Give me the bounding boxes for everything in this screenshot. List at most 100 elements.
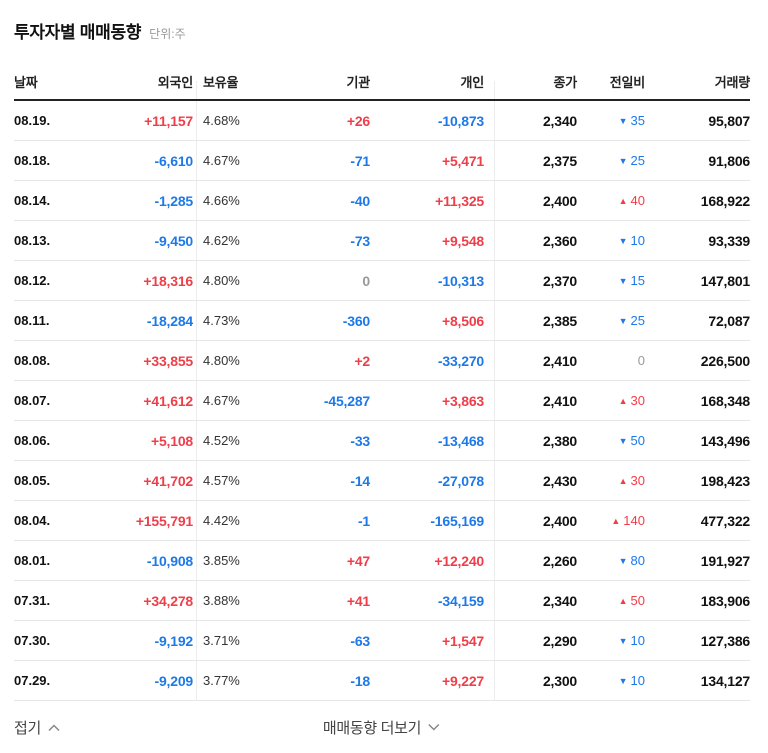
title-bar: 투자자별 매매동향 단위:주 — [0, 0, 768, 43]
institution-cell: -73 — [350, 232, 370, 249]
change-value: 40 — [630, 193, 645, 208]
institution-cell: +47 — [346, 552, 370, 569]
foreign-cell: +33,855 — [143, 352, 193, 369]
volume-cell: 168,922 — [700, 192, 750, 209]
header-date: 날짜 — [14, 74, 38, 90]
table-row: 08.11. -18,284 4.73% -360 +8,506 2,385 ▼… — [14, 301, 750, 341]
collapse-button-label: 접기 — [14, 719, 42, 737]
institution-cell: -18 — [350, 672, 370, 689]
table-row: 07.31. +34,278 3.88% +41 -34,159 2,340 ▲… — [14, 581, 750, 621]
change-arrow-icon: ▲ — [618, 396, 628, 406]
close-price-cell: 2,370 — [542, 272, 577, 289]
volume-cell: 91,806 — [708, 152, 750, 169]
header-volume: 거래량 — [714, 74, 750, 90]
change-cell: ▼ 10 — [577, 233, 645, 248]
individual-cell: -165,169 — [430, 512, 484, 529]
ratio-cell: 4.52% — [203, 433, 240, 448]
volume-cell: 147,801 — [700, 272, 750, 289]
volume-cell: 127,386 — [700, 632, 750, 649]
ratio-cell: 4.80% — [203, 273, 240, 288]
close-price-cell: 2,260 — [542, 552, 577, 569]
foreign-cell: +18,316 — [143, 272, 193, 289]
change-value: 10 — [630, 673, 645, 688]
change-cell: 0 — [577, 353, 645, 368]
close-price-cell: 2,400 — [542, 512, 577, 529]
foreign-cell: +34,278 — [143, 592, 193, 609]
ratio-cell: 4.73% — [203, 313, 240, 328]
ratio-cell: 3.77% — [203, 673, 240, 688]
institution-cell: -14 — [350, 472, 370, 489]
header-close: 종가 — [553, 74, 577, 90]
table-row: 08.14. -1,285 4.66% -40 +11,325 2,400 ▲ 4… — [14, 181, 750, 221]
close-price-cell: 2,380 — [542, 432, 577, 449]
ratio-cell: 3.88% — [203, 593, 240, 608]
volume-cell: 226,500 — [700, 352, 750, 369]
institution-cell: +26 — [346, 112, 370, 129]
change-value: 50 — [630, 433, 645, 448]
individual-cell: +8,506 — [441, 312, 484, 329]
change-cell: ▲ 50 — [577, 593, 645, 608]
ratio-cell: 3.85% — [203, 553, 240, 568]
volume-cell: 95,807 — [708, 112, 750, 129]
chevron-up-icon — [47, 719, 61, 736]
change-cell: ▼ 25 — [577, 153, 645, 168]
collapse-button[interactable]: 접기 — [14, 717, 61, 738]
volume-cell: 93,339 — [708, 232, 750, 249]
institution-cell: -63 — [350, 632, 370, 649]
individual-cell: -13,468 — [437, 432, 484, 449]
individual-cell: +5,471 — [441, 152, 484, 169]
close-price-cell: 2,400 — [542, 192, 577, 209]
change-arrow-icon: ▲ — [618, 476, 628, 486]
ratio-cell: 4.62% — [203, 233, 240, 248]
change-value: 80 — [630, 553, 645, 568]
header-individual: 개인 — [460, 74, 484, 90]
table-row: 08.18. -6,610 4.67% -71 +5,471 2,375 ▼ 25… — [14, 141, 750, 181]
change-value: 35 — [630, 113, 645, 128]
foreign-cell: +11,157 — [144, 112, 193, 129]
unit-label: 단위:주 — [149, 27, 186, 41]
ratio-cell: 4.68% — [203, 113, 240, 128]
header-change: 전일비 — [609, 74, 645, 90]
individual-cell: -33,270 — [437, 352, 484, 369]
header-institution: 기관 — [346, 74, 370, 90]
volume-cell: 191,927 — [700, 552, 750, 569]
change-value: 140 — [623, 513, 645, 528]
foreign-cell: -9,450 — [154, 232, 194, 249]
table-row: 07.29. -9,209 3.77% -18 +9,227 2,300 ▼ 10… — [14, 661, 750, 701]
institution-cell: -45,287 — [323, 392, 370, 409]
change-value: 50 — [630, 593, 645, 608]
date-cell: 07.30. — [14, 633, 51, 648]
table-body: 08.19. +11,157 4.68% +26 -10,873 2,340 ▼… — [14, 101, 750, 701]
institution-cell: -33 — [350, 432, 370, 449]
close-price-cell: 2,340 — [542, 112, 577, 129]
volume-cell: 183,906 — [700, 592, 750, 609]
more-trading-trends-button[interactable]: 매매동향 더보기 — [323, 717, 441, 738]
individual-cell: +9,227 — [441, 672, 484, 689]
change-value: 0 — [637, 353, 645, 368]
ratio-cell: 3.71% — [203, 633, 240, 648]
institution-cell: -71 — [350, 152, 370, 169]
change-cell: ▲ 30 — [577, 393, 645, 408]
institution-cell: -360 — [342, 312, 370, 329]
institution-cell: 0 — [362, 272, 370, 289]
change-cell: ▲ 140 — [577, 513, 645, 528]
change-arrow-icon: ▼ — [618, 236, 628, 246]
date-cell: 08.04. — [14, 513, 51, 528]
column-divider — [494, 81, 495, 701]
individual-cell: -34,159 — [437, 592, 484, 609]
date-cell: 07.31. — [14, 593, 51, 608]
ratio-cell: 4.57% — [203, 473, 240, 488]
change-cell: ▼ 10 — [577, 633, 645, 648]
close-price-cell: 2,385 — [542, 312, 577, 329]
individual-cell: +11,325 — [435, 192, 484, 209]
header-foreign: 외국인 — [157, 74, 193, 90]
change-arrow-icon: ▼ — [618, 676, 628, 686]
volume-cell: 168,348 — [700, 392, 750, 409]
date-cell: 07.29. — [14, 673, 51, 688]
foreign-cell: +41,612 — [143, 392, 193, 409]
date-cell: 08.12. — [14, 273, 51, 288]
change-arrow-icon: ▲ — [618, 196, 628, 206]
table-row: 08.08. +33,855 4.80% +2 -33,270 2,410 0 … — [14, 341, 750, 381]
change-cell: ▲ 30 — [577, 473, 645, 488]
